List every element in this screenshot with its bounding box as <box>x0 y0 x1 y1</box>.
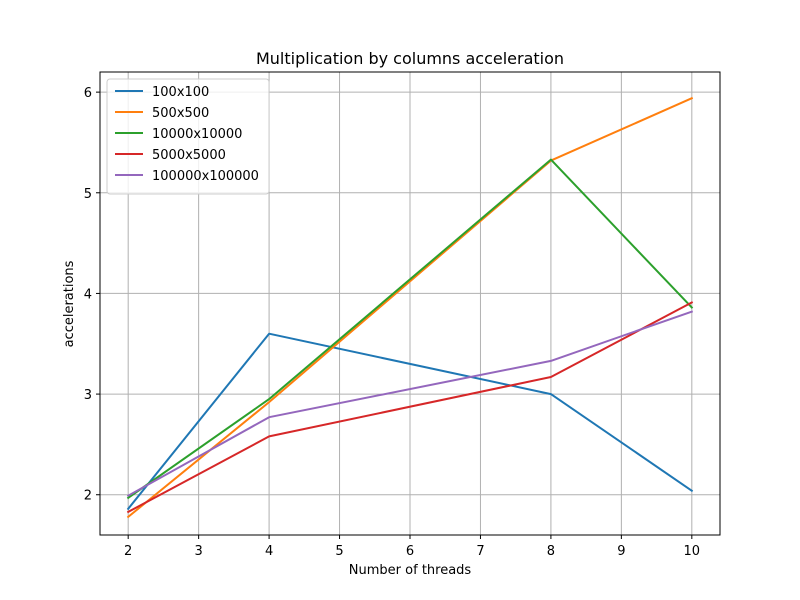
x-tick-label: 5 <box>335 544 343 559</box>
series-line-100000x100000 <box>126 310 694 498</box>
legend-entry: 100x100 <box>152 85 209 100</box>
legend-entry: 10000x10000 <box>152 127 242 142</box>
x-tick-label: 2 <box>124 544 132 559</box>
legend-entry: 100000x100000 <box>152 169 259 184</box>
y-tick-label: 3 <box>84 388 92 403</box>
x-tick-label: 9 <box>617 544 625 559</box>
y-axis-label: accelerations <box>62 260 77 347</box>
x-tick-label: 10 <box>684 544 701 559</box>
series-line-5000x5000 <box>126 301 694 514</box>
series-line-10000x10000 <box>126 158 694 500</box>
legend-entry: 5000x5000 <box>152 148 226 163</box>
x-tick-label: 7 <box>476 544 484 559</box>
y-tick-label: 6 <box>84 86 92 101</box>
y-tick-label: 4 <box>84 287 92 302</box>
y-tick-label: 5 <box>84 187 92 202</box>
series-line-500x500 <box>126 96 694 519</box>
x-tick-label: 6 <box>406 544 414 559</box>
y-tick-label: 2 <box>84 489 92 504</box>
chart-title: Multiplication by columns acceleration <box>256 49 564 68</box>
axis-ticks: 2 3 4 5 6 7 8 9 10 2 3 4 5 6 <box>84 86 700 559</box>
series-line-100x100 <box>126 332 694 511</box>
x-tick-label: 4 <box>265 544 273 559</box>
x-tick-label: 8 <box>547 544 555 559</box>
series-lines <box>126 96 694 519</box>
legend-box <box>106 78 270 195</box>
x-axis-label: Number of threads <box>349 563 472 578</box>
x-tick-label: 3 <box>194 544 202 559</box>
legend-entry: 500x500 <box>152 106 209 121</box>
legend: 100x100 500x500 10000x10000 5000x5000 100000… <box>106 78 270 195</box>
